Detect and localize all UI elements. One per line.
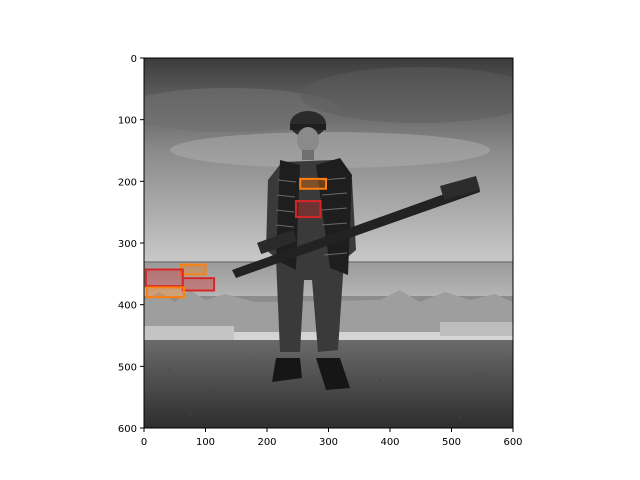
x-tick-label: 200 [257,437,276,448]
x-tick-label: 600 [503,437,522,448]
detection-box [179,263,207,276]
x-tick-label: 400 [380,437,399,448]
y-tick-label: 300 [118,239,137,250]
detection-box [294,200,322,219]
y-axis: 0 100 200 300 400 500 600 [118,54,144,435]
y-tick-label: 100 [118,116,137,127]
x-tick-label: 500 [442,437,461,448]
y-tick-label: 600 [118,424,137,435]
y-tick-label: 200 [118,177,137,188]
x-axis: 0 100 200 300 400 500 600 [141,428,523,448]
y-tick-label: 400 [118,301,137,312]
detection-box [181,277,216,292]
y-tick-label: 500 [118,362,137,373]
photo-image [144,58,513,428]
x-tick-label: 0 [141,437,147,448]
detection-boxes [144,177,328,299]
detection-box [144,268,184,288]
y-tick-label: 0 [131,54,137,65]
detection-box [299,177,328,190]
x-tick-label: 100 [196,437,215,448]
detection-box [146,286,185,299]
x-tick-label: 300 [319,437,338,448]
